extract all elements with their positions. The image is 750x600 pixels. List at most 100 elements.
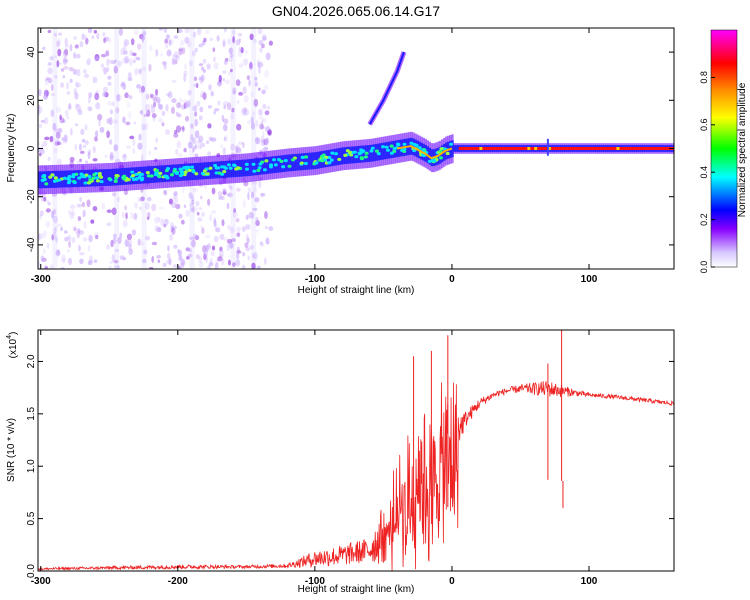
noise-blob [84,34,88,41]
noise-blob [46,242,50,249]
noise-blob [179,97,183,104]
noise-blob [132,147,136,154]
noise-blob [103,67,108,75]
noise-blob [154,146,158,151]
noise-blob [165,104,169,112]
noise-blob [223,237,229,241]
ridge-blob [427,159,432,163]
noise-blob [86,59,90,66]
noise-blob [236,100,240,105]
noise-blob [249,33,254,41]
noise-blob [49,135,54,143]
noise-blob [238,46,243,52]
ridge-blob [329,158,334,162]
ridge-blob [402,149,407,154]
noise-blob [262,103,267,110]
ridge-band [196,162,199,180]
noise-blob [183,70,188,77]
noise-blob [217,81,223,86]
y-tick-label: -40 [26,237,37,252]
noise-blob [158,28,163,31]
noise-blob [106,222,111,227]
noise-blob [191,105,196,112]
ridge-blob [330,151,335,155]
ridge-blob [262,168,267,172]
ridge-band [85,169,88,187]
ridge-blob [214,166,219,170]
colorbar-ticks: 0.0 0.2 0.4 0.6 0.8 [699,71,715,273]
noise-blob [258,62,264,68]
noise-blob [45,91,49,98]
noise-blob [176,140,182,149]
ridge-blob [343,153,348,157]
noise-blob [66,115,70,120]
ridge-band [149,166,152,184]
noise-blob [87,260,93,266]
noise-blob [222,188,227,192]
ridge-band [126,167,129,185]
ridge-band [360,145,364,163]
snr-series [38,330,674,571]
ridge-blob [97,172,102,176]
noise-blob [250,116,254,124]
noise-blob [236,232,241,238]
noise-blob [43,248,46,255]
noise-blob [223,118,229,125]
ridge-blob [438,149,443,153]
noise-blob [117,60,122,67]
noise-blob [125,121,131,126]
noise-blob [195,206,199,212]
noise-blob [242,200,247,208]
noise-blob [88,234,93,243]
noise-blob [229,52,234,59]
noise-blob [73,52,77,59]
noise-blob [111,101,115,107]
noise-blob [248,211,254,219]
noise-blob [56,62,62,66]
ridge-band [284,154,288,172]
ridge-blob [281,165,286,169]
noise-blob [42,230,47,239]
noise-blob [92,158,98,162]
ridge-band [260,157,263,175]
noise-blob [142,30,146,36]
noise-blob [205,234,210,239]
noise-blob [227,224,231,231]
noise-blob [157,216,161,223]
ridge-band [295,153,298,171]
ridge-band [389,141,392,159]
noise-blob [253,251,258,260]
ridge-blob [99,180,104,184]
noise-blob [190,123,194,129]
ridge-blob [244,162,249,166]
noise-blob [43,93,49,100]
noise-blob [83,69,87,74]
noise-blob [60,68,65,72]
noise-blob [198,63,204,67]
noise-blob [142,258,147,264]
noise-blob [91,35,95,39]
ridge-band [46,171,49,189]
noise-blob [264,211,268,220]
noise-blob [215,227,221,233]
noise-blob [185,209,191,217]
noise-column [189,28,195,269]
noise-blob [171,98,177,104]
noise-blob [128,243,132,251]
noise-blob [167,252,171,260]
noise-blob [247,255,251,261]
x-tick-label: 0 [449,274,455,285]
noise-blob [75,203,80,209]
noise-column [52,28,58,269]
noise-blob [114,248,119,253]
noise-blob [56,223,62,228]
noise-blob [184,63,187,70]
noise-blob [108,221,112,227]
x-tick-label: -100 [305,274,325,285]
noise-blob [75,103,81,112]
noise-blob [205,255,208,263]
noise-blob [180,219,185,225]
noise-blob [164,189,168,196]
noise-blob [106,244,110,250]
noise-blob [205,29,210,34]
